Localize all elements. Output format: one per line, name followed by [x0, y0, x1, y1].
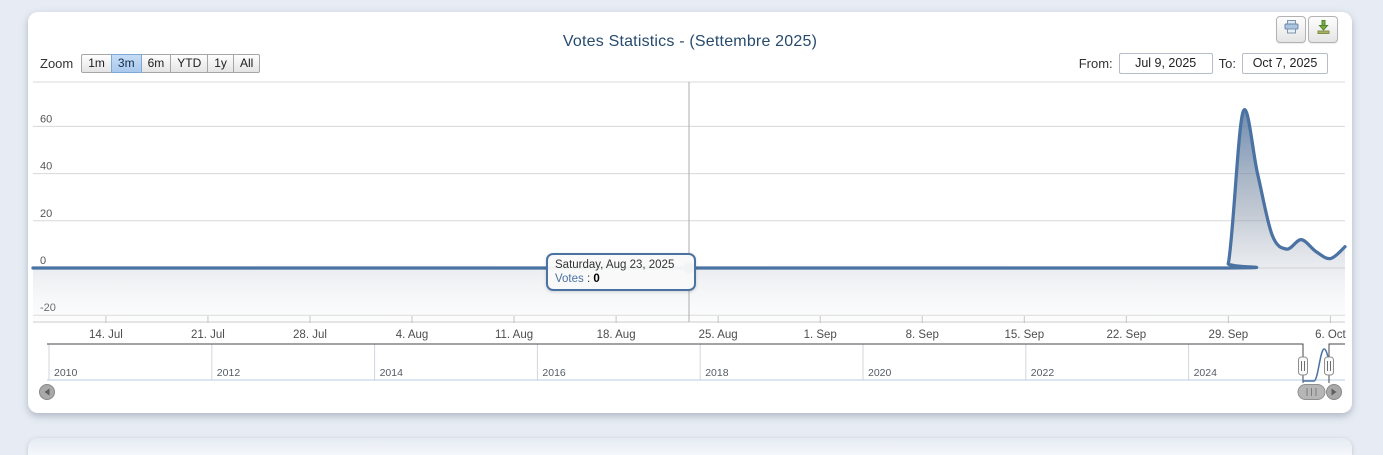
- y-axis-label: 20: [40, 208, 52, 220]
- scroll-left-icon: [44, 388, 50, 396]
- navigator-year-label: 2010: [54, 367, 78, 379]
- x-axis-label: 21. Jul: [191, 329, 225, 341]
- date-range-controls: From: To:: [1079, 52, 1328, 74]
- tooltip-date: Saturday, Aug 23, 2025: [555, 259, 675, 271]
- tooltip-series-name: Votes: [555, 273, 584, 285]
- zoom-toolbar: Zoom 1m 3m 6m YTD 1y All: [40, 53, 261, 73]
- y-axis-label: 40: [40, 161, 52, 173]
- navigator-mini-series: [1303, 348, 1330, 382]
- to-label: To:: [1218, 55, 1236, 71]
- zoom-label: Zoom: [40, 55, 74, 71]
- x-axis-label: 22. Sep: [1107, 329, 1147, 341]
- navigator-year-label: 2014: [380, 367, 404, 379]
- x-axis-label: 18. Aug: [597, 329, 636, 341]
- download-icon: [1315, 19, 1332, 40]
- print-chart-button[interactable]: [1276, 16, 1306, 43]
- zoom-button-1y[interactable]: 1y: [207, 53, 234, 73]
- next-section-card: [28, 438, 1352, 455]
- tooltip-separator: :: [583, 273, 594, 285]
- zoom-button-ytd[interactable]: YTD: [170, 53, 209, 73]
- x-axis-label: 1. Sep: [804, 329, 837, 341]
- navigator-year-label: 2022: [1031, 367, 1055, 379]
- x-axis-label: 28. Jul: [293, 329, 327, 341]
- zoom-button-6m[interactable]: 6m: [140, 53, 172, 73]
- chart-tooltip: Saturday, Aug 23, 2025 Votes : 0: [546, 253, 696, 291]
- x-axis-label: 15. Sep: [1004, 329, 1044, 341]
- x-axis-label: 6. Oct: [1315, 329, 1346, 341]
- navigator-year-label: 2024: [1194, 367, 1218, 379]
- navigator-year-label: 2020: [868, 367, 892, 379]
- x-axis-label: 14. Jul: [89, 329, 123, 341]
- navigator-left-handle[interactable]: [1298, 356, 1308, 376]
- zoom-button-3m[interactable]: 3m: [110, 53, 142, 73]
- chart-card: Votes Statistics - (Settembre 2025) Zoom…: [28, 12, 1352, 413]
- y-axis-label: 0: [40, 255, 46, 267]
- printer-icon: [1283, 19, 1300, 40]
- x-axis-label: 25. Aug: [699, 329, 738, 341]
- navigator-year-label: 2018: [705, 367, 729, 379]
- zoom-button-group: 1m 3m 6m YTD 1y All: [81, 53, 261, 73]
- x-axis-label: 11. Aug: [495, 329, 533, 341]
- scroll-right-icon: [1331, 388, 1337, 396]
- x-axis-label: 29. Sep: [1209, 329, 1249, 341]
- zoom-button-1m[interactable]: 1m: [81, 53, 112, 73]
- from-label: From:: [1078, 55, 1113, 71]
- tooltip-value: 0: [593, 273, 600, 285]
- x-axis-label: 8. Sep: [906, 329, 939, 341]
- navigator-outline: [47, 343, 1345, 383]
- tooltip-value-row: Votes : 0: [555, 272, 687, 286]
- from-date-input[interactable]: [1118, 52, 1213, 74]
- x-axis-label: 4. Aug: [396, 329, 429, 341]
- navigator-year-label: 2016: [542, 367, 566, 379]
- navigator-year-label: 2012: [217, 367, 241, 379]
- navigator-right-handle[interactable]: [1324, 356, 1334, 376]
- y-axis-label: 60: [40, 113, 52, 125]
- download-chart-button[interactable]: [1308, 16, 1338, 43]
- chart-title: Votes Statistics - (Settembre 2025): [562, 33, 818, 50]
- to-date-input[interactable]: [1242, 52, 1328, 74]
- zoom-button-all[interactable]: All: [232, 53, 261, 73]
